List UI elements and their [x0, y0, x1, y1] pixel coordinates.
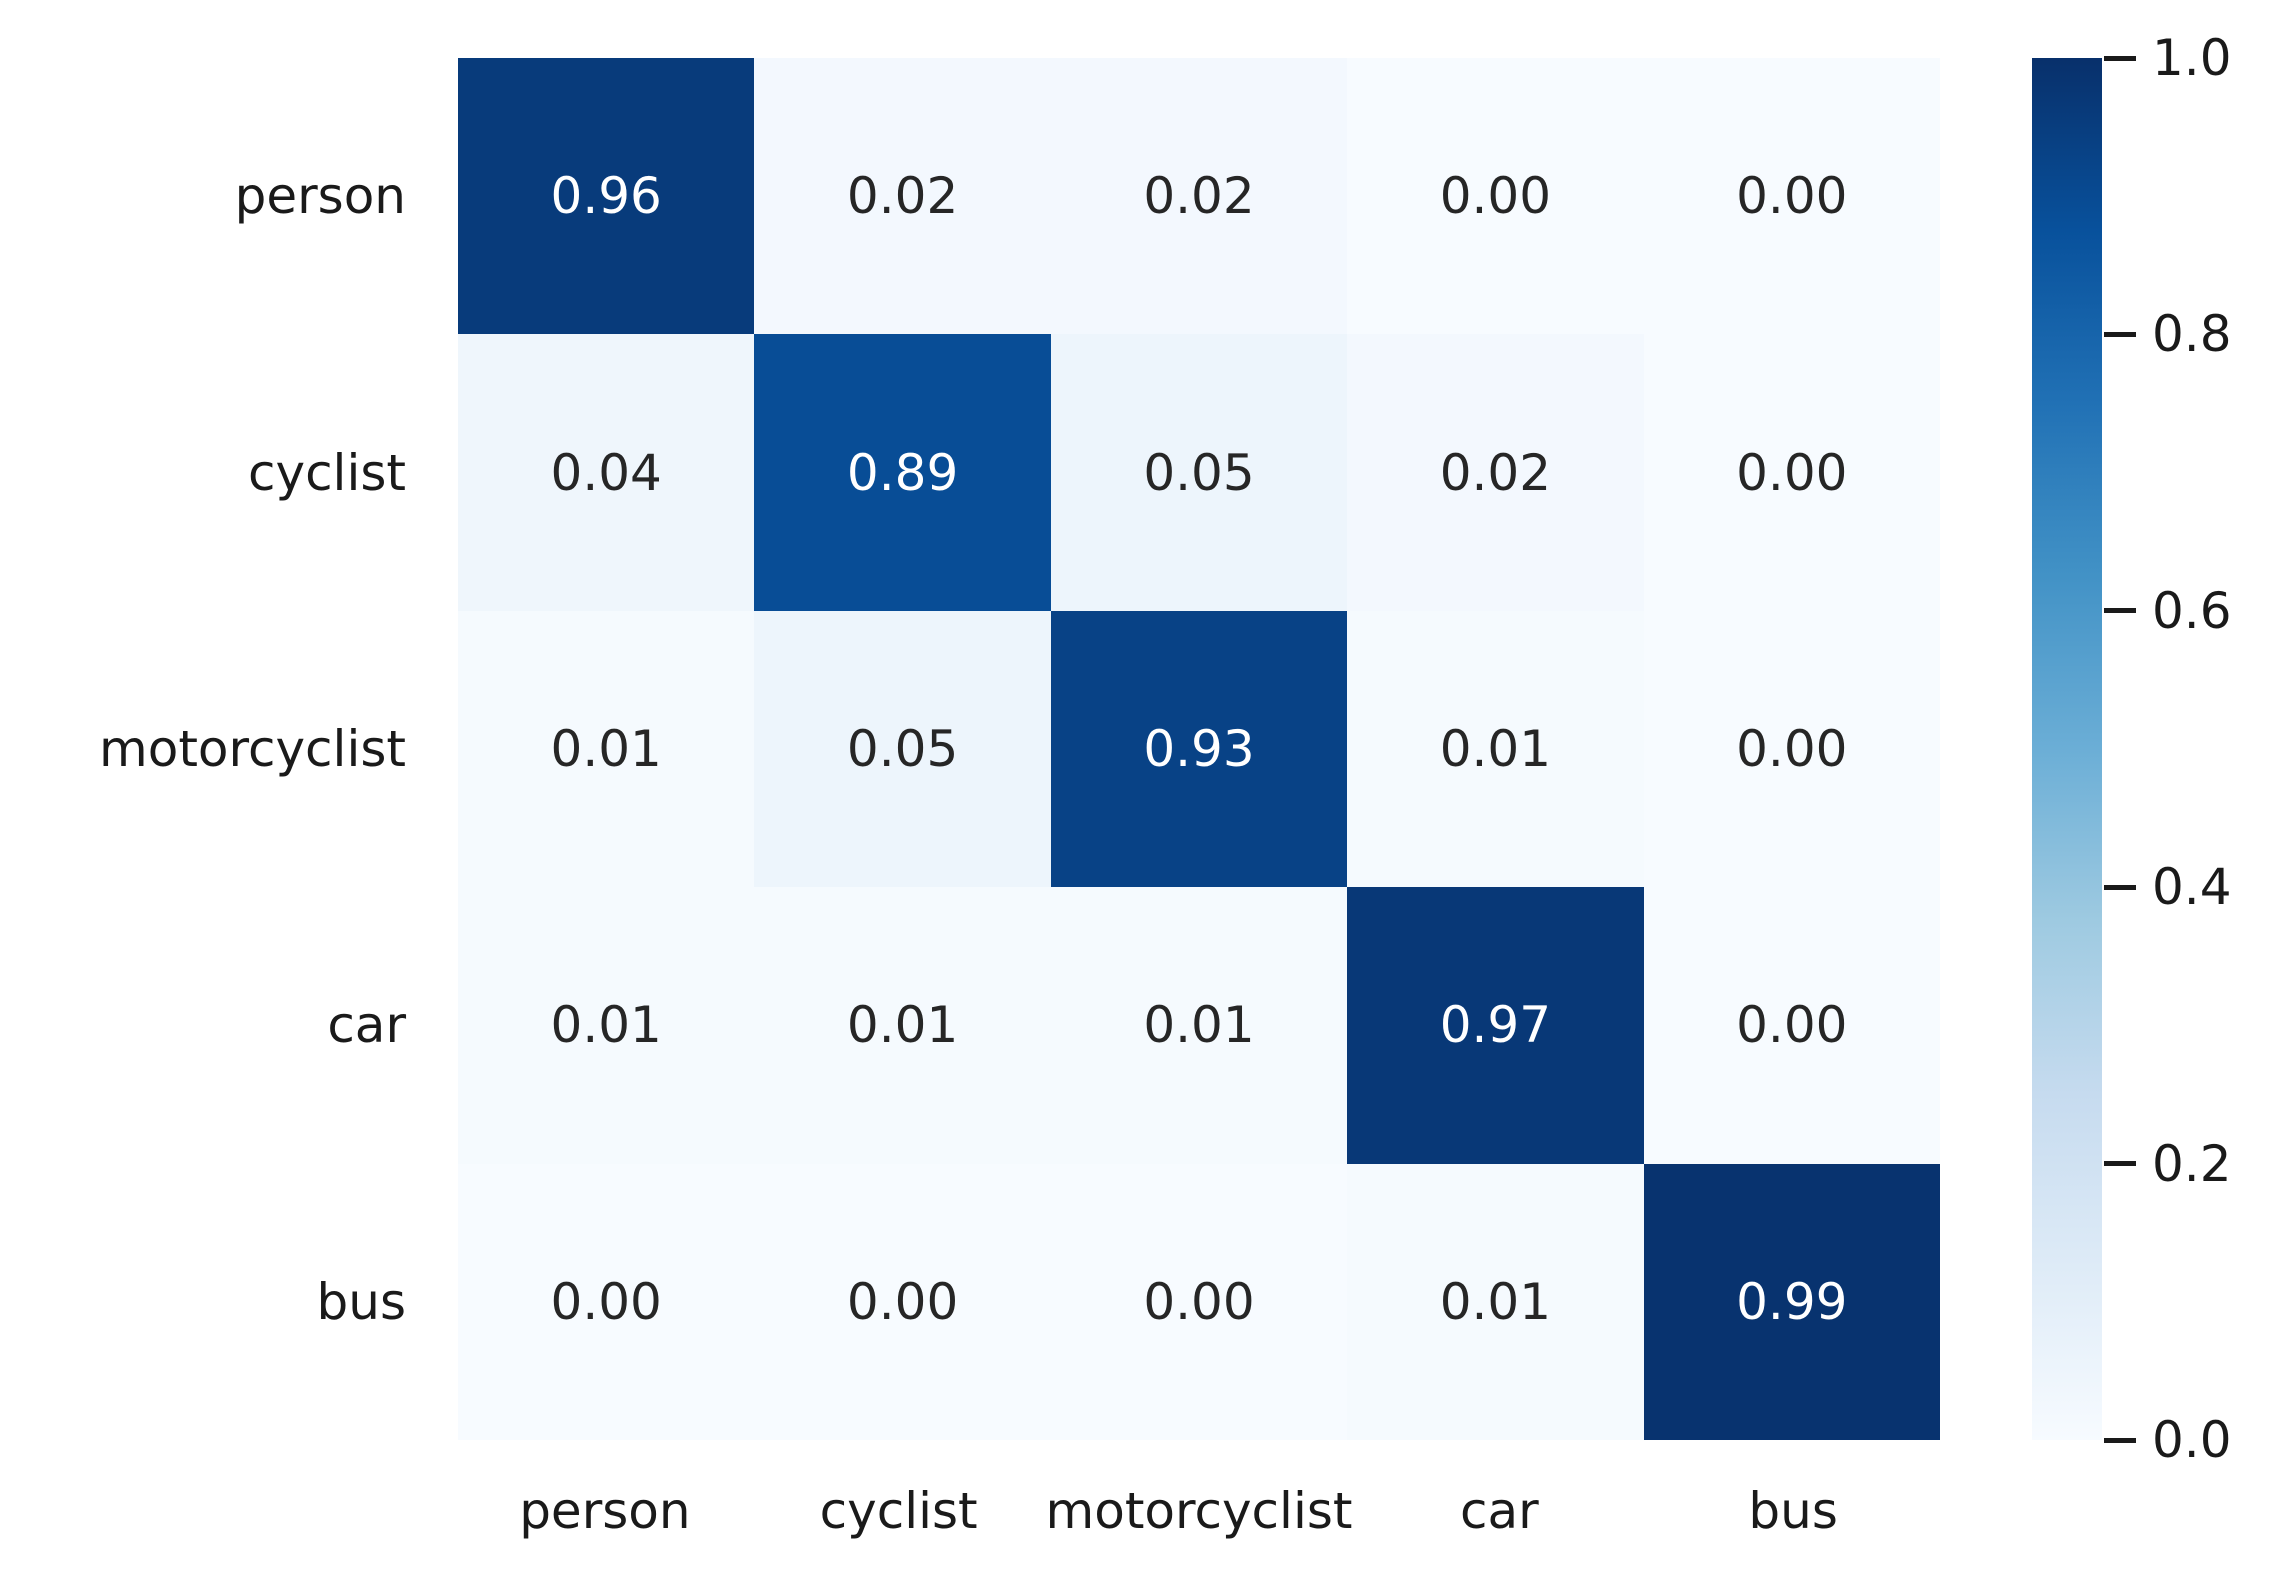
x-tick-label-car: car [1460, 1481, 1539, 1540]
colorbar-tick-label-0.4: 0.4 [2152, 858, 2232, 917]
y-axis-tick-labels: person cyclist motorcyclist car bus [0, 58, 426, 1440]
heatmap-cell-motorcyclist-car: 0.01 [1347, 610, 1644, 888]
x-tick-label-person: person [519, 1481, 691, 1540]
x-tick-label-cyclist: cyclist [819, 1481, 978, 1540]
x-tick-label-bus: bus [1748, 1481, 1838, 1540]
heatmap-cell-bus-cyclist: 0.00 [754, 1163, 1051, 1440]
heatmap-cell-person-bus: 0.00 [1643, 58, 1940, 335]
heatmap-cell-cyclist-person: 0.04 [458, 334, 755, 611]
colorbar-tick-mark-0.2 [2104, 1161, 2136, 1167]
heatmap-cell-car-car: 0.97 [1347, 887, 1644, 1164]
y-tick-label-bus: bus [316, 1272, 406, 1331]
heatmap-cell-bus-car: 0.01 [1347, 1163, 1644, 1440]
colorbar-tick-mark-0.0 [2104, 1437, 2136, 1443]
colorbar-gradient [2032, 58, 2102, 1440]
y-tick-label-motorcyclist: motorcyclist [99, 720, 406, 779]
heatmap-cell-motorcyclist-motorcyclist: 0.93 [1050, 610, 1348, 888]
heatmap-cell-bus-person: 0.00 [458, 1163, 755, 1440]
colorbar-tick-mark-1.0 [2104, 55, 2136, 61]
heatmap-cell-cyclist-car: 0.02 [1347, 334, 1644, 611]
colorbar-tick-label-0.6: 0.6 [2152, 581, 2232, 640]
y-tick-label-person: person [234, 167, 406, 226]
heatmap-cell-cyclist-cyclist: 0.89 [754, 334, 1051, 611]
heatmap-grid: 0.96 0.02 0.02 0.00 0.00 0.04 0.89 0.05 0.02 0.00… [458, 58, 1940, 1440]
colorbar-tick-label-0.2: 0.2 [2152, 1134, 2232, 1193]
colorbar-tick-mark-0.8 [2104, 331, 2136, 337]
colorbar-tick-label-0.8: 0.8 [2152, 305, 2232, 364]
y-tick-label-cyclist: cyclist [247, 443, 406, 502]
colorbar-tick-mark-0.4 [2104, 884, 2136, 890]
colorbar-tick-label-0.0: 0.0 [2152, 1411, 2232, 1469]
heatmap-cell-person-car: 0.00 [1347, 58, 1644, 335]
heatmap-cell-motorcyclist-bus: 0.00 [1643, 610, 1940, 888]
heatmap-cell-car-person: 0.01 [458, 887, 755, 1164]
heatmap-cell-person-person: 0.96 [458, 58, 755, 335]
x-axis-tick-labels: person cyclist motorcyclist car bus [458, 1473, 1940, 1548]
heatmap-cell-person-cyclist: 0.02 [754, 58, 1051, 335]
heatmap-cell-bus-bus: 0.99 [1643, 1163, 1940, 1440]
colorbar-tick-mark-0.6 [2104, 608, 2136, 614]
heatmap-cell-car-bus: 0.00 [1643, 887, 1940, 1164]
heatmap-cell-motorcyclist-cyclist: 0.05 [754, 610, 1051, 888]
heatmap-cell-motorcyclist-person: 0.01 [458, 610, 755, 888]
y-tick-label-car: car [327, 996, 406, 1055]
x-tick-label-motorcyclist: motorcyclist [1045, 1481, 1353, 1540]
heatmap-cell-cyclist-motorcyclist: 0.05 [1050, 334, 1348, 611]
colorbar-tick-label-1.0: 1.0 [2152, 29, 2232, 87]
heatmap-cell-person-motorcyclist: 0.02 [1050, 58, 1348, 335]
heatmap-cell-bus-motorcyclist: 0.00 [1050, 1163, 1348, 1440]
heatmap-cell-car-motorcyclist: 0.01 [1050, 887, 1348, 1164]
heatmap-cell-car-cyclist: 0.01 [754, 887, 1051, 1164]
heatmap-cell-cyclist-bus: 0.00 [1643, 334, 1940, 611]
